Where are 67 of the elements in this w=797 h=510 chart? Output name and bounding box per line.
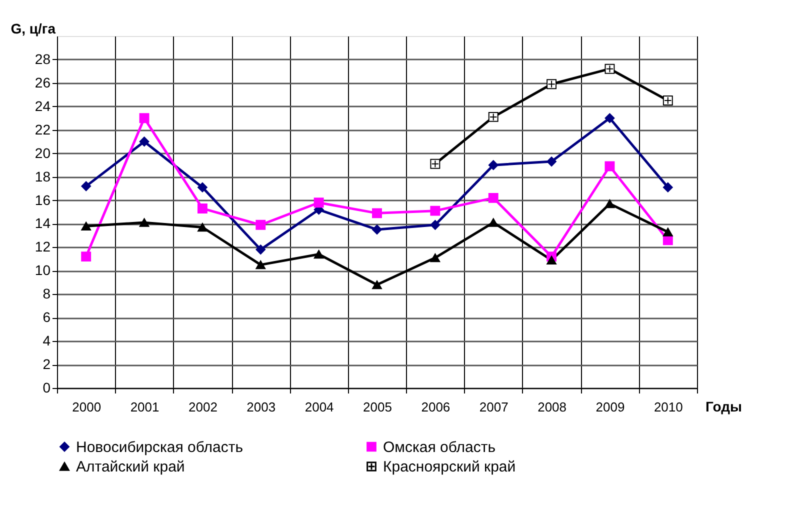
legend-label: Алтайский край: [76, 458, 185, 476]
point: [197, 204, 208, 214]
legend-label: Новосибирская область: [76, 438, 244, 456]
y-axis-title: G, ц/га: [10, 20, 56, 36]
point: [488, 112, 498, 122]
point: [314, 250, 324, 259]
point: [604, 199, 615, 208]
point: [662, 96, 673, 106]
point: [546, 79, 557, 90]
y-tick-label: 4: [42, 332, 51, 349]
point: [81, 222, 92, 230]
point: [81, 181, 92, 192]
point: [662, 182, 673, 192]
point: [256, 260, 266, 270]
x-tick-label: 2000: [72, 400, 102, 414]
x-tick-label: 2006: [421, 400, 450, 414]
y-tick-label: 16: [34, 192, 51, 208]
point: [256, 220, 266, 230]
point: [430, 206, 440, 216]
legend-label: Красноярский край: [383, 458, 516, 476]
y-tick-label: 26: [34, 74, 51, 90]
x-axis-title: Годы: [706, 398, 742, 414]
y-tick-label: 0: [42, 380, 51, 396]
point: [372, 208, 382, 218]
point: [604, 161, 615, 172]
x-tick-label: 2009: [596, 400, 625, 414]
y-tick-label: 10: [34, 262, 51, 278]
x-tick-label: 2001: [130, 400, 160, 414]
point: [139, 113, 150, 124]
point: [430, 158, 440, 169]
x-tick-label: 2010: [654, 400, 683, 414]
point: [372, 224, 382, 235]
point: [197, 222, 208, 232]
x-tick-label: 2008: [538, 400, 567, 414]
y-tick-label: 22: [34, 121, 51, 138]
point: [546, 156, 557, 167]
point: [81, 252, 92, 262]
x-tick-label: 2002: [188, 400, 218, 414]
y-tick-label: 24: [34, 98, 51, 114]
point: [488, 160, 498, 170]
y-tick-label: 18: [34, 168, 51, 184]
point: [372, 280, 382, 290]
point: [488, 218, 498, 227]
legend-label: Омская область: [383, 438, 496, 456]
point: [430, 220, 440, 230]
point: [197, 182, 208, 192]
point: [604, 64, 615, 74]
point: [488, 192, 498, 203]
point: [430, 253, 440, 262]
x-tick-label: 2007: [479, 400, 508, 414]
x-tick-label: 2003: [246, 400, 276, 414]
point: [546, 256, 557, 264]
x-tick-label: 2004: [304, 400, 334, 414]
y-tick-label: 6: [42, 309, 51, 326]
x-tick-label: 2005: [363, 400, 392, 414]
y-tick-label: 28: [34, 50, 51, 67]
y-tick-label: 12: [34, 238, 51, 255]
point: [256, 244, 266, 255]
point: [139, 218, 150, 227]
point: [139, 136, 150, 147]
point: [662, 228, 673, 236]
point: [604, 113, 615, 124]
y-tick-label: 20: [34, 144, 51, 161]
y-tick-label: 14: [34, 215, 51, 232]
point: [314, 198, 324, 208]
y-tick-label: 8: [42, 286, 51, 302]
y-tick-label: 2: [42, 356, 51, 372]
